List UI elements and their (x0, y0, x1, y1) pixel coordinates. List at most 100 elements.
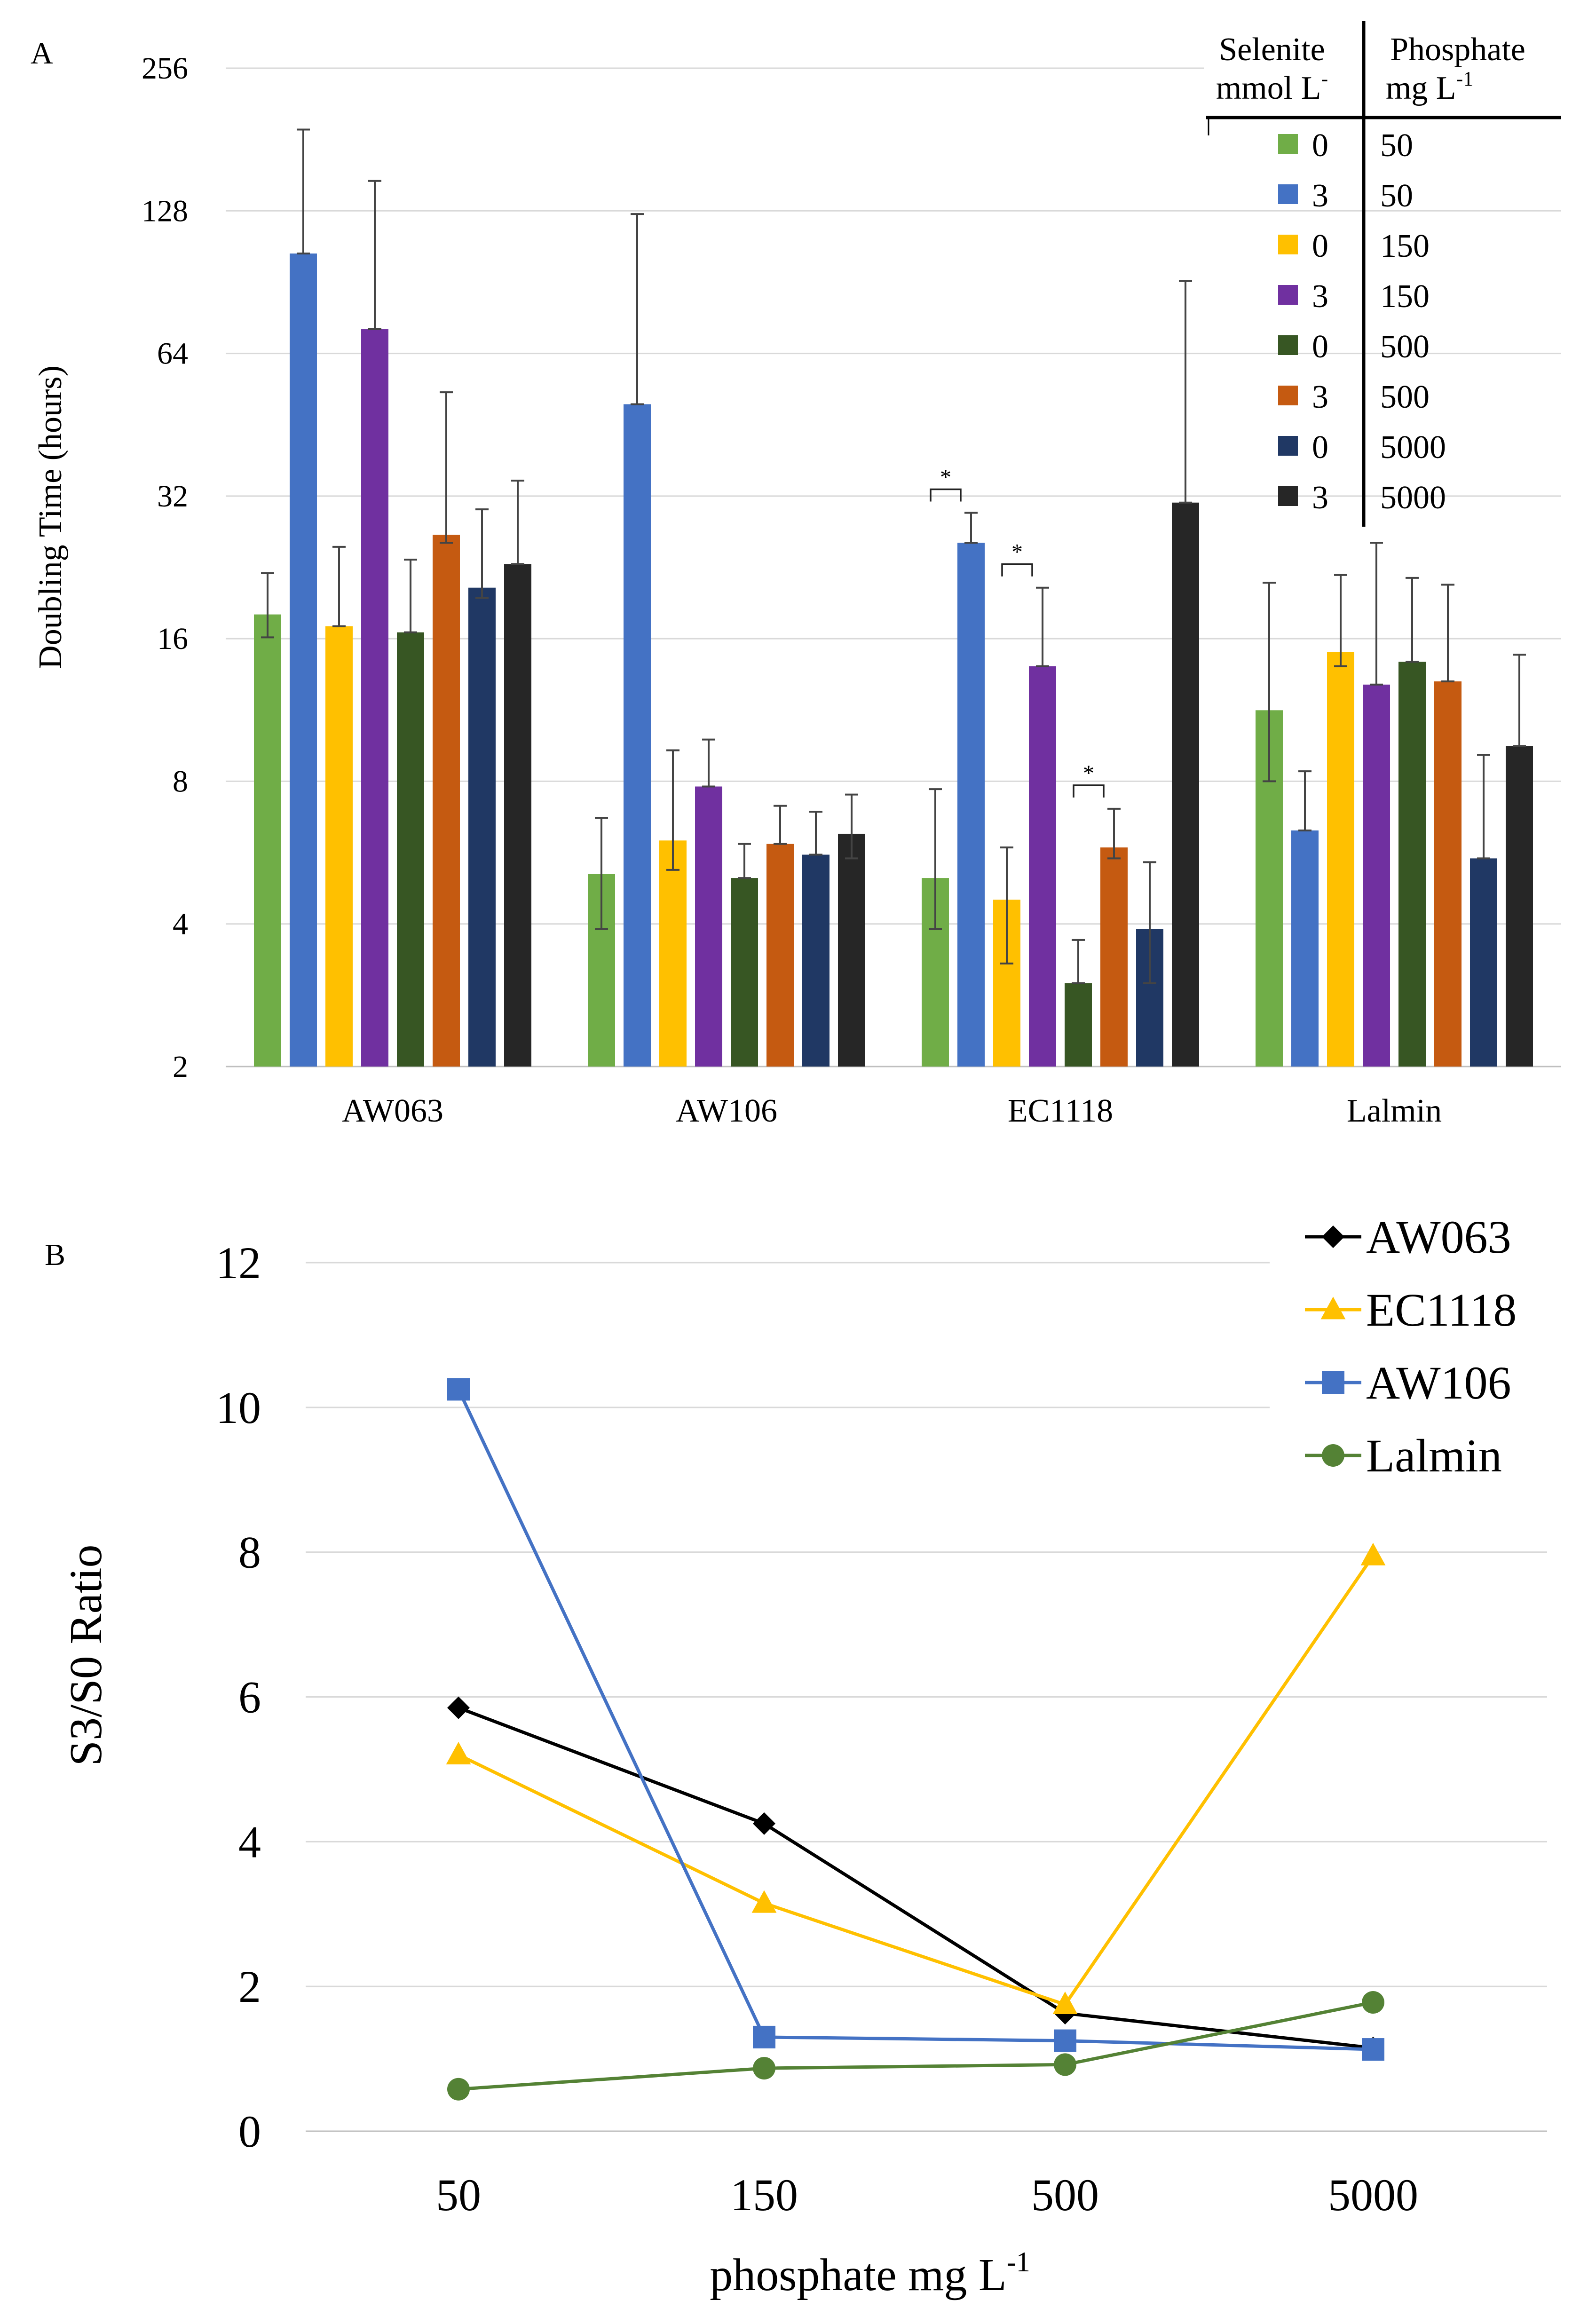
bar-AW063-2 (325, 626, 353, 1067)
bar-AW106-5 (766, 844, 794, 1067)
bar-EC1118-5 (1100, 847, 1128, 1067)
data-point-EC1118-50 (446, 1742, 471, 1765)
data-point-Lalmin-5000 (1362, 1991, 1384, 2014)
legend-marker-AW063 (1322, 1225, 1344, 1248)
panel-b-gridlines (306, 1262, 1547, 2132)
data-point-EC1118-500 (1052, 1992, 1078, 2015)
panel-a-category-labels: AW063 AW106 EC1118 Lalmin (342, 1093, 1442, 1129)
bar-AW106-2 (659, 840, 687, 1067)
x-tick-label: 5000 (1328, 2170, 1418, 2220)
panel-b-y-axis-title: S3/S0 Ratio (61, 1544, 111, 1766)
legend-selenite-value: 3 (1312, 278, 1328, 315)
data-point-AW106-150 (753, 2025, 775, 2048)
bar-EC1118-3 (1029, 666, 1056, 1067)
panel-b-x-tick-labels: 50 150 500 5000 (436, 2170, 1418, 2220)
legend-label-AW106: AW106 (1366, 1357, 1511, 1409)
series-line-AW063 (458, 1706, 1374, 2050)
bar-AW106-6 (802, 854, 830, 1067)
legend-phosphate-value: 5000 (1380, 480, 1446, 516)
y-tick-label: 4 (238, 1817, 261, 1867)
significance-bracket (930, 488, 962, 502)
bar-Lalmin-3 (1363, 684, 1390, 1067)
data-point-Lalmin-500 (1054, 2053, 1076, 2076)
y-tick-label: 64 (157, 337, 188, 371)
y-tick-label: 4 (173, 907, 188, 941)
panel-a-y-tick-labels: 2 4 8 16 32 64 128 256 (142, 51, 188, 1084)
significance-star: * (940, 465, 951, 490)
panel-a-gridlines (226, 67, 1561, 1067)
data-point-EC1118-150 (751, 1890, 777, 1913)
legend-swatch (1278, 335, 1298, 355)
panel-a-legend: Selenite mmol L- Phosphate mg L-1 0 50 3 50… (1206, 21, 1561, 527)
legend-selenite-value: 3 (1312, 178, 1328, 214)
y-tick-label: 8 (173, 764, 188, 798)
bar-EC1118-4 (1065, 983, 1092, 1067)
data-point-AW063-50 (447, 1696, 470, 1719)
legend-swatch (1278, 486, 1298, 506)
panel-a-error-bars (261, 128, 1526, 984)
significance-bracket (1001, 563, 1033, 577)
significance-star: * (1083, 761, 1094, 786)
y-tick-label: 2 (238, 1961, 261, 2012)
data-point-Lalmin-50 (447, 2078, 470, 2101)
data-point-AW106-5000 (1362, 2038, 1384, 2061)
panel-a-significance-markers: * * * (930, 465, 1105, 798)
significance-bracket (1073, 784, 1105, 798)
data-point-EC1118-5000 (1360, 1542, 1386, 1565)
bar-Lalmin-7 (1506, 746, 1533, 1067)
panel-a-y-axis-title: Doubling Time (hours) (32, 365, 69, 669)
legend-phosphate-unit-sup: -1 (1456, 67, 1474, 90)
series-line-EC1118 (458, 1555, 1375, 2007)
y-tick-label: 10 (216, 1383, 261, 1433)
legend-phosphate-value: 500 (1380, 379, 1430, 415)
x-tick-label: 50 (436, 2170, 481, 2220)
panel-b-line-chart: B 0 2 4 6 8 10 12 50 150 500 5000 AW063 EC1118 AW10… (45, 1211, 1547, 2300)
legend-selenite-value: 0 (1312, 228, 1328, 264)
y-tick-label: 32 (157, 479, 188, 514)
bar-Lalmin-1 (1291, 830, 1319, 1067)
bar-AW063-6 (468, 587, 496, 1067)
y-tick-label: 0 (238, 2106, 261, 2157)
panel-b-y-tick-labels: 0 2 4 6 8 10 12 (216, 1238, 261, 2157)
legend-selenite-value: 0 (1312, 429, 1328, 466)
series-line-AW106 (457, 1388, 1374, 2051)
legend-phosphate-value: 500 (1380, 329, 1430, 365)
legend-phosphate-value: 150 (1380, 228, 1430, 264)
category-label: AW106 (676, 1093, 777, 1129)
significance-star: * (1011, 540, 1023, 565)
y-tick-label: 8 (238, 1527, 261, 1578)
legend-swatch (1278, 134, 1298, 154)
bar-Lalmin-6 (1470, 858, 1497, 1067)
legend-label-EC1118: EC1118 (1366, 1284, 1517, 1336)
legend-swatch (1278, 184, 1298, 204)
legend-header-selenite: Selenite (1219, 32, 1325, 68)
legend-selenite-value: 0 (1312, 329, 1328, 365)
y-tick-label: 16 (157, 622, 188, 656)
bar-Lalmin-5 (1434, 681, 1462, 1067)
bar-AW063-5 (433, 535, 460, 1067)
panel-b-x-axis-title-sup: -1 (1007, 2246, 1030, 2277)
legend-phosphate-value: 50 (1380, 178, 1413, 214)
panel-b-legend: AW063 EC1118 AW106 Lalmin (1305, 1211, 1517, 1482)
category-label: EC1118 (1008, 1093, 1113, 1129)
bar-EC1118-7 (1172, 502, 1199, 1067)
legend-swatch (1278, 235, 1298, 254)
bar-AW106-3 (695, 786, 722, 1067)
bar-EC1118-1 (957, 543, 985, 1067)
legend-selenite-unit-sup: - (1321, 67, 1328, 90)
panel-a-bars (254, 253, 1533, 1067)
y-tick-label: 2 (173, 1050, 188, 1084)
series-line-Lalmin (458, 2000, 1374, 2091)
data-point-AW106-500 (1054, 2029, 1076, 2052)
bar-AW063-4 (397, 632, 424, 1067)
panel-b-series-lines (446, 1378, 1386, 2101)
x-tick-label: 150 (730, 2170, 798, 2220)
data-point-Lalmin-150 (753, 2057, 775, 2080)
legend-marker-Lalmin (1322, 1444, 1344, 1467)
legend-phosphate-value: 150 (1380, 278, 1430, 315)
legend-swatch (1278, 436, 1298, 456)
legend-selenite-unit-text: mmol L (1216, 70, 1321, 106)
bar-AW106-7 (838, 833, 865, 1067)
bar-AW106-4 (731, 878, 758, 1067)
data-point-AW063-150 (753, 1812, 775, 1835)
